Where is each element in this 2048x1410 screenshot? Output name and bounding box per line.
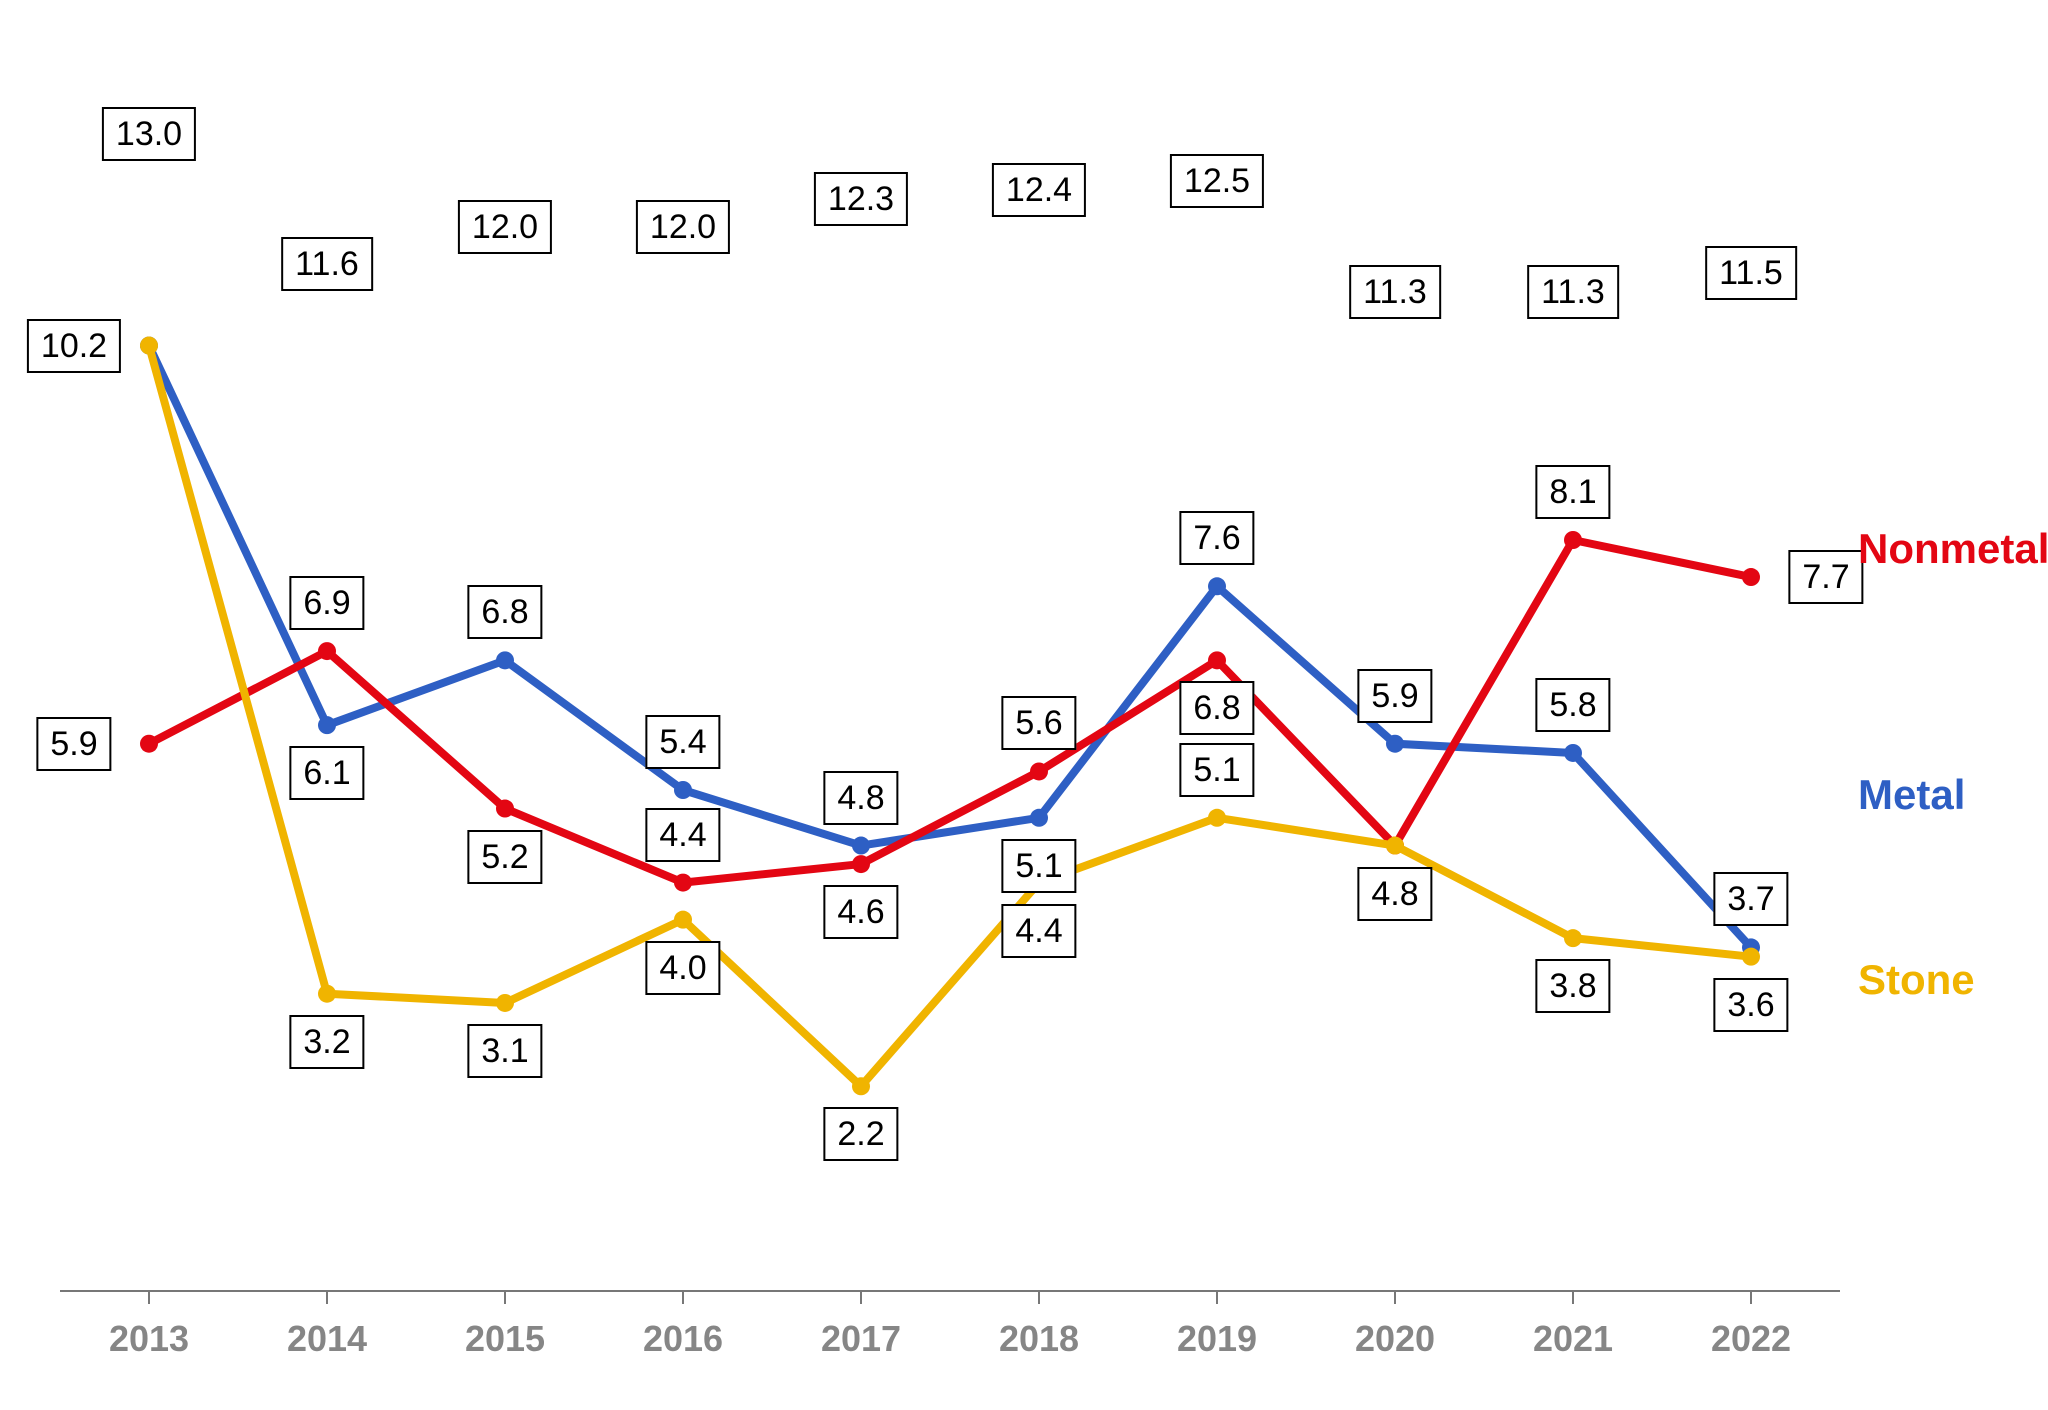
x-tick-label: 2018 [999, 1318, 1079, 1360]
series-name-stone: Stone [1858, 956, 1975, 1004]
series-marker-metal [852, 837, 870, 855]
data-label-coal: 11.5 [1705, 246, 1797, 300]
data-label-coal: 11.3 [1349, 265, 1441, 319]
data-label-stone: 5.1 [1179, 743, 1254, 797]
x-tick-label: 2016 [643, 1318, 723, 1360]
x-tick [860, 1290, 862, 1304]
data-label-metal: 10.2 [27, 319, 121, 373]
x-tick-label: 2014 [287, 1318, 367, 1360]
series-marker-stone [140, 337, 158, 355]
series-marker-metal [1386, 735, 1404, 753]
series-name-nonmetal: Nonmetal [1858, 525, 2048, 573]
data-label-metal: 6.8 [467, 585, 542, 639]
data-label-metal: 5.4 [645, 715, 720, 769]
data-label-nonmetal: 7.7 [1788, 550, 1863, 604]
data-label-stone: 4.4 [1001, 904, 1076, 958]
data-label-stone: 3.1 [467, 1024, 542, 1078]
x-tick [326, 1290, 328, 1304]
series-marker-nonmetal [1564, 531, 1582, 549]
series-marker-nonmetal [852, 855, 870, 873]
series-marker-nonmetal [1030, 762, 1048, 780]
data-label-coal: 11.3 [1527, 265, 1619, 319]
data-label-metal: 3.7 [1713, 872, 1788, 926]
line-chart: 2013 2014 2015 2016 2017 2018 2019 2020 2021 2022… [0, 0, 2048, 1410]
data-label-stone: 2.2 [823, 1107, 898, 1161]
series-line-stone [149, 346, 1751, 1087]
x-tick [1750, 1290, 1752, 1304]
series-marker-metal [674, 781, 692, 799]
data-label-coal: 13.0 [102, 107, 196, 161]
data-label-metal: 4.8 [823, 771, 898, 825]
series-marker-nonmetal [318, 642, 336, 660]
data-label-coal: 12.3 [814, 172, 908, 226]
x-tick-label: 2021 [1533, 1318, 1613, 1360]
x-tick [1038, 1290, 1040, 1304]
x-tick-label: 2019 [1177, 1318, 1257, 1360]
series-marker-nonmetal [140, 735, 158, 753]
series-marker-nonmetal [1742, 568, 1760, 586]
x-tick-label: 2015 [465, 1318, 545, 1360]
series-marker-stone [1208, 809, 1226, 827]
data-label-coal: 12.0 [636, 200, 730, 254]
series-marker-metal [1564, 744, 1582, 762]
series-marker-metal [1208, 577, 1226, 595]
series-marker-stone [1564, 929, 1582, 947]
data-label-coal: 12.4 [992, 163, 1086, 217]
data-label-nonmetal: 5.9 [36, 717, 111, 771]
data-label-stone: 4.0 [645, 941, 720, 995]
data-label-metal: 6.1 [289, 746, 364, 800]
x-tick-label: 2017 [821, 1318, 901, 1360]
data-label-nonmetal: 6.8 [1179, 681, 1254, 735]
x-tick [1394, 1290, 1396, 1304]
data-label-stone: 3.8 [1535, 959, 1610, 1013]
x-tick [148, 1290, 150, 1304]
data-label-metal: 7.6 [1179, 511, 1254, 565]
data-label-coal: 11.6 [281, 237, 373, 291]
data-label-stone: 3.2 [289, 1015, 364, 1069]
data-label-metal: 5.1 [1001, 839, 1076, 893]
data-label-coal: 12.0 [458, 200, 552, 254]
data-label-nonmetal: 4.8 [1357, 867, 1432, 921]
data-label-nonmetal: 5.2 [467, 830, 542, 884]
data-label-metal: 5.9 [1357, 669, 1432, 723]
series-marker-stone [1386, 837, 1404, 855]
x-tick [504, 1290, 506, 1304]
series-marker-metal [318, 716, 336, 734]
series-marker-stone [1742, 948, 1760, 966]
series-name-metal: Metal [1858, 771, 1965, 819]
x-tick [1216, 1290, 1218, 1304]
series-marker-nonmetal [496, 800, 514, 818]
x-tick-label: 2020 [1355, 1318, 1435, 1360]
series-marker-nonmetal [674, 874, 692, 892]
x-tick [1572, 1290, 1574, 1304]
x-tick [682, 1290, 684, 1304]
data-label-metal: 5.8 [1535, 678, 1610, 732]
data-label-nonmetal: 8.1 [1535, 465, 1610, 519]
data-label-coal: 12.5 [1170, 154, 1264, 208]
data-label-nonmetal: 4.6 [823, 885, 898, 939]
series-marker-stone [496, 994, 514, 1012]
data-label-nonmetal: 4.4 [645, 808, 720, 862]
series-marker-metal [496, 651, 514, 669]
series-marker-nonmetal [1208, 651, 1226, 669]
data-label-stone: 3.6 [1713, 978, 1788, 1032]
chart-svg [60, 40, 1840, 1290]
x-tick-label: 2022 [1711, 1318, 1791, 1360]
series-marker-stone [852, 1077, 870, 1095]
series-marker-stone [318, 985, 336, 1003]
series-marker-stone [674, 911, 692, 929]
series-marker-metal [1030, 809, 1048, 827]
x-tick-label: 2013 [109, 1318, 189, 1360]
data-label-nonmetal: 5.6 [1001, 696, 1076, 750]
plot-area: 2013201420152016201720182019202020212022… [60, 40, 1840, 1290]
data-label-nonmetal: 6.9 [289, 576, 364, 630]
